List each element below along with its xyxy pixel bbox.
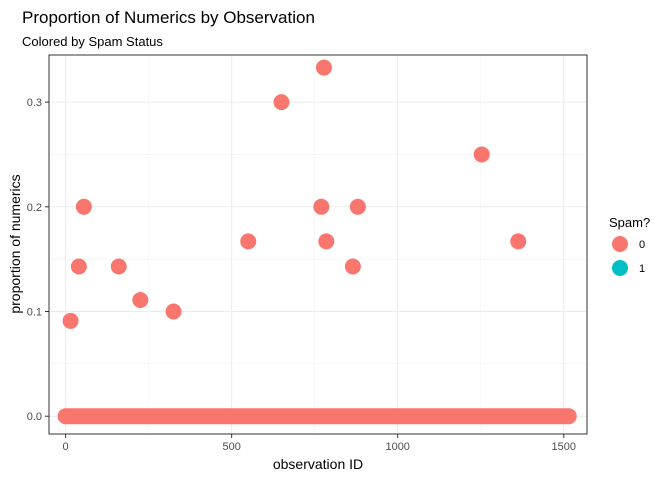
legend-key-0 (612, 236, 628, 252)
y-tick-label: 0.0 (27, 411, 42, 423)
data-point-spam-0 (313, 198, 330, 215)
data-point-spam-0 (273, 94, 290, 111)
x-tick-label: 500 (222, 441, 240, 453)
y-tick-label: 0.1 (27, 307, 42, 319)
data-point-spam-0 (473, 146, 490, 163)
grid-lines (49, 55, 587, 434)
y-tick-label: 0.3 (27, 97, 42, 109)
data-point-spam-0 (240, 233, 257, 250)
legend-key-1 (612, 260, 628, 276)
legend-title: Spam? (609, 215, 650, 230)
x-axis-title: observation ID (273, 456, 363, 472)
legend-label-0: 0 (639, 239, 645, 251)
data-point-spam-0 (62, 312, 79, 329)
data-point-spam-0 (165, 303, 182, 320)
plot-panel-border (48, 54, 588, 435)
chart-title: Proportion of Numerics by Observation (22, 8, 315, 27)
y-axis-title: proportion of numerics (7, 174, 23, 313)
data-point-spam-0 (132, 291, 149, 308)
chart-subtitle: Colored by Spam Status (22, 34, 163, 49)
data-point-spam-0 (110, 258, 127, 275)
data-point-spam-0 (344, 258, 361, 275)
legend: Spam? 0 1 (609, 215, 650, 276)
data-point-spam-0 (510, 233, 527, 250)
y-tick-label: 0.2 (27, 202, 42, 214)
legend-label-1: 1 (639, 263, 645, 275)
data-point-spam-0 (315, 59, 332, 76)
y-axis-ticks: 0.0 0.1 0.2 0.3 (27, 97, 49, 423)
data-point-spam-0 (70, 258, 87, 275)
data-point-spam-0 (318, 233, 335, 250)
x-tick-label: 1500 (552, 441, 576, 453)
data-point-spam-0 (349, 198, 366, 215)
data-points (57, 59, 577, 425)
x-tick-label: 0 (63, 441, 69, 453)
data-point-spam-0 (75, 198, 92, 215)
x-axis-ticks: 0 500 1000 1500 (63, 434, 576, 453)
x-tick-label: 1000 (385, 441, 409, 453)
